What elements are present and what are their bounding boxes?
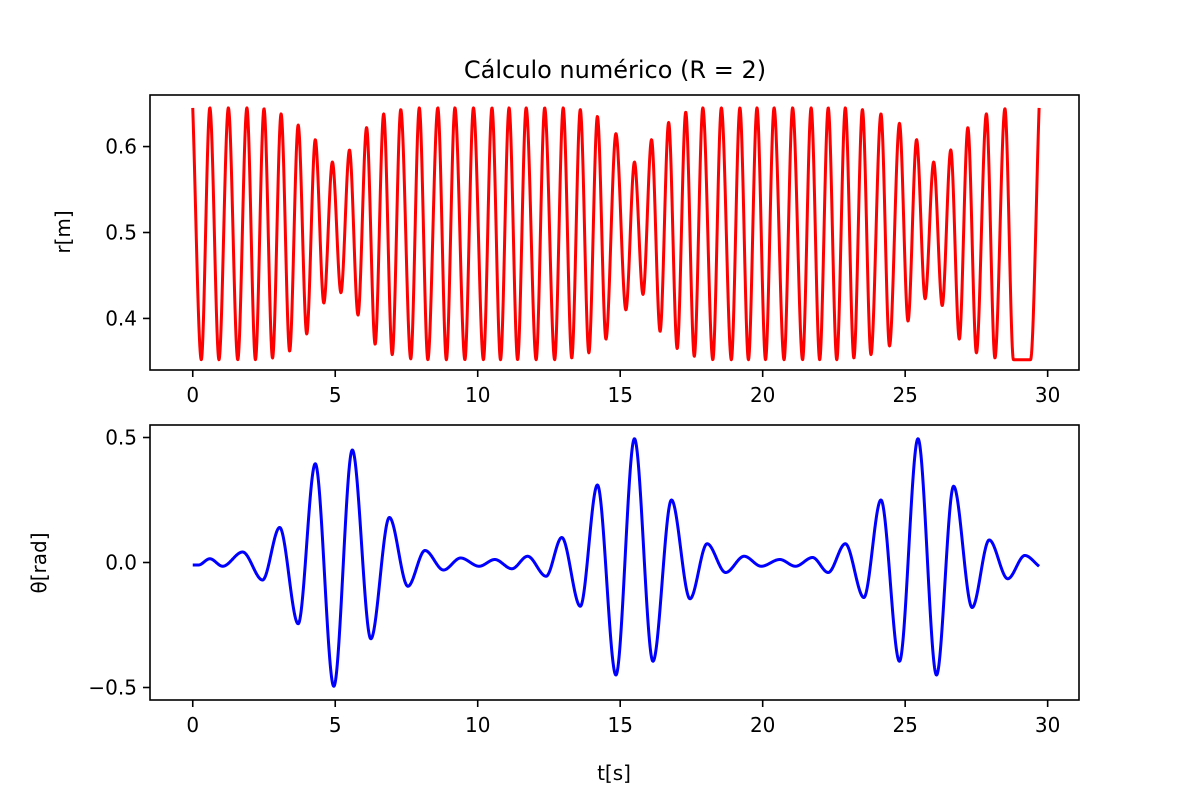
theta-y-tick-label: 0.0 — [105, 551, 137, 575]
theta-x-tick-label: 0 — [186, 713, 199, 737]
r-y-tick-label: 0.6 — [105, 135, 137, 159]
theta-subplot: 0 5 10 15 20 25 30 −0.5 0.0 0.5 t[s] θ[rad] — [27, 424, 1080, 785]
r-x-tick-label: 20 — [750, 383, 775, 407]
r-series-line — [191, 106, 1041, 362]
r-x-ticks: 0 5 10 15 20 25 30 — [186, 370, 1060, 407]
r-y-tick-label: 0.5 — [105, 221, 137, 245]
chart-title: Cálculo numérico (R = 2) — [464, 56, 766, 84]
r-y-tick-label: 0.4 — [105, 306, 137, 330]
theta-x-tick-label: 20 — [750, 713, 775, 737]
r-x-tick-label: 15 — [607, 383, 632, 407]
theta-y-ticks: −0.5 0.0 0.5 — [88, 426, 150, 700]
theta-x-tick-label: 10 — [465, 713, 490, 737]
r-x-tick-label: 30 — [1035, 383, 1060, 407]
theta-y-tick-label: 0.5 — [105, 426, 137, 450]
theta-x-tick-label: 25 — [892, 713, 917, 737]
theta-x-axis-label: t[s] — [597, 761, 631, 785]
theta-x-tick-label: 5 — [329, 713, 342, 737]
r-subplot: 0 5 10 15 20 25 30 0.4 0.5 0.6 r[m] — [51, 94, 1080, 407]
r-y-axis-label: r[m] — [51, 210, 75, 253]
r-y-ticks: 0.4 0.5 0.6 — [105, 135, 150, 330]
theta-series-line — [191, 437, 1041, 688]
theta-x-ticks: 0 5 10 15 20 25 30 — [186, 700, 1060, 737]
r-line-layer — [191, 106, 1041, 362]
r-x-tick-label: 5 — [329, 383, 342, 407]
r-x-tick-label: 10 — [465, 383, 490, 407]
r-x-tick-label: 0 — [186, 383, 199, 407]
theta-line-layer — [191, 437, 1041, 688]
theta-y-tick-label: −0.5 — [88, 676, 137, 700]
r-x-tick-label: 25 — [892, 383, 917, 407]
theta-x-tick-label: 30 — [1035, 713, 1060, 737]
theta-x-tick-label: 15 — [607, 713, 632, 737]
theta-y-axis-label: θ[rad] — [27, 532, 51, 593]
